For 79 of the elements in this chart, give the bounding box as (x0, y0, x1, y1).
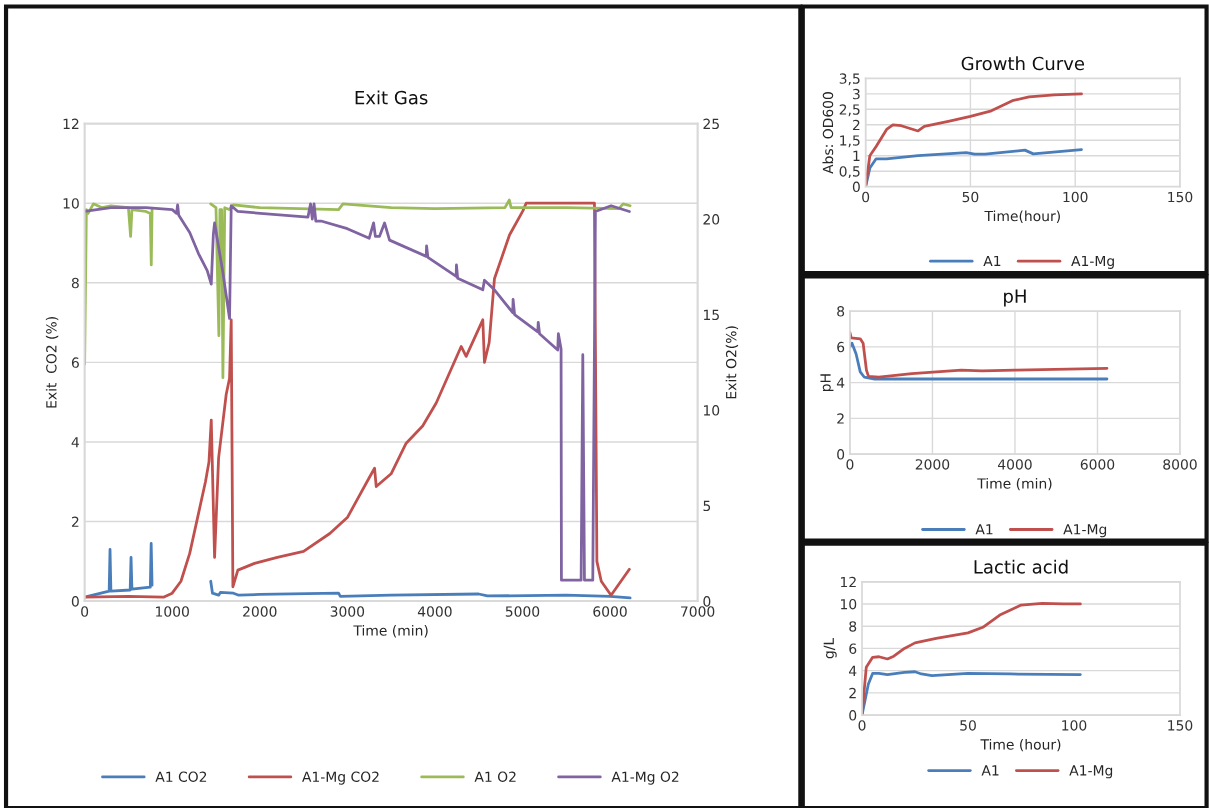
y-tick-label: 8 (837, 306, 845, 317)
y-tick-label: 0 (837, 449, 845, 460)
x-axis-title: Time (min) (977, 477, 1052, 491)
legend-label: A1-Mg (1071, 255, 1114, 269)
x-tick-label: 2000 (243, 606, 277, 617)
y-tick-label: 2 (71, 516, 79, 527)
y-tick-label: 3 (853, 88, 860, 100)
legend-label: A1-Mg (1069, 765, 1113, 779)
chart-title: Exit Gas (355, 90, 428, 105)
chart-title: Growth Curve (961, 56, 1085, 71)
y-tick-label: 0 (71, 596, 79, 607)
x-tick-label: 4000 (417, 606, 452, 617)
x-axis-title: Time(hour) (984, 210, 1060, 223)
y-tick-label: 10 (841, 598, 857, 610)
y-axis-title: Abs: OD600 (822, 92, 834, 174)
y-tick-label: 6 (849, 643, 857, 654)
y-axis-title: pH (820, 374, 834, 391)
y-tick-label: 3,5 (839, 73, 860, 86)
y2-tick-label: 10 (703, 405, 720, 416)
y-tick-label: 2 (849, 687, 856, 699)
x-tick-label: 6000 (593, 606, 627, 617)
y2-tick-label: 20 (703, 214, 720, 225)
y-tick-label: 0,5 (839, 166, 860, 179)
y-tick-label: 1,5 (840, 135, 860, 148)
line-series (862, 602, 1082, 716)
y2-tick-label: 15 (703, 309, 719, 321)
y-axis-title: Exit CO2 (%) (45, 317, 59, 408)
y2-axis-title: Exit O2(%) (725, 326, 739, 399)
y-tick-label: 10 (63, 198, 79, 209)
y-tick-label: 2 (852, 119, 860, 131)
x-tick-label: 150 (1168, 191, 1193, 203)
y-tick-label: 2,5 (839, 104, 860, 117)
y2-tick-label: 25 (703, 118, 719, 130)
y-tick-label: 6 (71, 357, 79, 368)
line-series (865, 148, 1083, 187)
y-tick-label: 6 (837, 341, 845, 353)
legend-label: A1-Mg (1063, 524, 1107, 538)
legend-label: A1-Mg O2 (611, 771, 679, 785)
y-tick-label: 4 (836, 377, 845, 388)
x-tick-label: 4000 (997, 459, 1032, 470)
x-tick-label: 100 (1062, 720, 1087, 731)
x-tick-label: 2000 (915, 459, 950, 470)
y-tick-label: 12 (63, 118, 79, 129)
x-tick-label: 150 (1168, 720, 1193, 731)
line-series (849, 331, 1109, 379)
x-tick-label: 1000 (156, 606, 189, 617)
y-tick-label: 8 (849, 621, 857, 632)
x-tick-label: 3000 (330, 606, 365, 617)
x-tick-label: 5000 (505, 606, 540, 617)
y-tick-label: 1 (853, 150, 860, 161)
legend-label: A1 O2 (474, 771, 516, 782)
x-tick-label: 7000 (681, 606, 715, 617)
legend-label: A1 (981, 765, 999, 776)
x-tick-label: 0 (81, 606, 89, 617)
line-series (849, 341, 1109, 381)
y-tick-label: 0 (849, 710, 857, 721)
x-tick-label: 8000 (1163, 459, 1197, 470)
legend-label: A1 (983, 255, 1001, 266)
x-tick-label: 100 (1063, 191, 1088, 203)
legend-label: A1-Mg CO2 (302, 771, 379, 785)
legend-label: A1 (975, 524, 993, 535)
x-tick-label: 50 (962, 191, 979, 203)
x-axis-title: Time (min) (353, 625, 428, 638)
y2-tick-label: 5 (703, 500, 711, 512)
legend-label: A1 CO2 (155, 771, 207, 782)
x-tick-label: 6000 (1080, 459, 1115, 470)
y-tick-label: 12 (841, 576, 856, 588)
x-tick-label: 50 (960, 720, 976, 731)
y2-tick-label: 0 (703, 596, 711, 607)
y-tick-label: 0 (852, 181, 860, 193)
chart-title: Lactic acid (974, 559, 1068, 574)
y-tick-label: 8 (71, 277, 79, 289)
y-tick-label: 4 (849, 665, 857, 676)
x-axis-title: Time (hour) (980, 738, 1061, 752)
y-tick-label: 2 (837, 413, 844, 424)
y-tick-label: 4 (71, 437, 79, 448)
chart-title: pH (1004, 289, 1026, 307)
x-tick-label: 0 (862, 191, 870, 203)
y-axis-title: g/L (823, 637, 837, 659)
